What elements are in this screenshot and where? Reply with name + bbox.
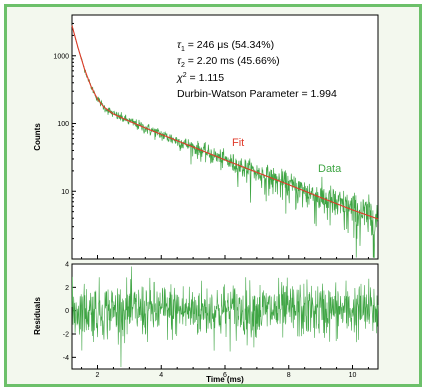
x-tick-label: 4 [159,372,163,379]
y-tick-label: 100 [57,121,69,128]
annotation-tau1: τ1 = 246 μs (54.34%) [177,39,274,53]
x-tick-label: 10 [349,372,357,379]
time-x-axis-title: Time (ms) [206,375,244,384]
decay-x-axis [81,255,369,259]
y-tick-label: -2 [63,332,69,339]
residuals-y-axis-title: Residuals [33,297,42,335]
residuals-panel: -4 -2 0 2 4 2 4 6 8 10 Residuals Time (ms) [33,262,379,384]
annotation-chi-squared: χ2 = 1.115 [176,72,224,84]
y-tick-label: -4 [63,355,69,362]
residuals-series-line [71,266,379,367]
data-series-label: Data [318,163,342,175]
residuals-y-axis: -4 -2 0 2 4 [63,262,76,362]
y-tick-label: 2 [65,285,69,292]
y-tick-label: 1000 [53,53,69,60]
fit-series-label: Fit [232,137,244,149]
x-tick-label: 8 [287,372,291,379]
y-tick-label: 10 [61,189,69,196]
annotation-durbin-watson: Durbin-Watson Parameter = 1.994 [177,88,337,100]
x-tick-label: 2 [96,372,100,379]
decay-y-axis-title: Counts [33,123,42,151]
fit-series-line [71,25,379,220]
y-tick-label: 0 [65,308,69,315]
residuals-x-axis: 2 4 6 8 10 [81,365,369,379]
decay-plot-area [71,14,379,260]
decay-panel: 10 100 1000 Counts Fit Data τ1 = 246 μs (5… [33,14,379,260]
y-tick-label: 4 [65,262,69,269]
x-tick-label: 6 [223,372,227,379]
decay-y-axis: 10 100 1000 [53,14,76,240]
annotation-tau2: τ2 = 2.20 ms (45.66%) [177,55,280,69]
